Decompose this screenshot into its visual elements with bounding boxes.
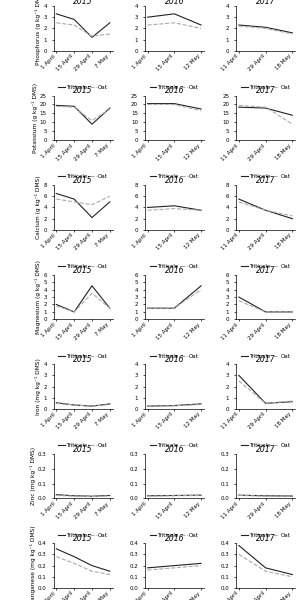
Legend: Triticale, Oat: Triticale, Oat <box>58 175 108 179</box>
Legend: Triticale, Oat: Triticale, Oat <box>150 353 199 359</box>
Legend: Triticale, Oat: Triticale, Oat <box>58 443 108 448</box>
Title: 2015: 2015 <box>73 266 93 275</box>
Y-axis label: Magnesium (g kg⁻¹ DMS): Magnesium (g kg⁻¹ DMS) <box>35 260 41 334</box>
Legend: Triticale, Oat: Triticale, Oat <box>58 264 108 269</box>
Legend: Triticale, Oat: Triticale, Oat <box>58 85 108 90</box>
Legend: Triticale, Oat: Triticale, Oat <box>241 175 290 179</box>
Title: 2015: 2015 <box>73 0 93 6</box>
Legend: Triticale, Oat: Triticale, Oat <box>150 533 199 538</box>
Legend: Triticale, Oat: Triticale, Oat <box>241 264 290 269</box>
Title: 2016: 2016 <box>164 86 184 95</box>
Legend: Triticale, Oat: Triticale, Oat <box>241 353 290 359</box>
Title: 2016: 2016 <box>164 445 184 454</box>
Legend: Triticale, Oat: Triticale, Oat <box>241 85 290 90</box>
Title: 2017: 2017 <box>256 0 275 6</box>
Legend: Triticale, Oat: Triticale, Oat <box>241 443 290 448</box>
Y-axis label: Calcium (g kg⁻¹ DMS): Calcium (g kg⁻¹ DMS) <box>35 176 41 239</box>
Y-axis label: Phosphorus (g kg⁻¹ DMS): Phosphorus (g kg⁻¹ DMS) <box>35 0 41 65</box>
Title: 2015: 2015 <box>73 86 93 95</box>
Y-axis label: Potassium (g kg⁻¹ DMS): Potassium (g kg⁻¹ DMS) <box>32 83 38 153</box>
Title: 2016: 2016 <box>164 266 184 275</box>
Legend: Triticale, Oat: Triticale, Oat <box>150 85 199 90</box>
Title: 2017: 2017 <box>256 176 275 185</box>
Title: 2017: 2017 <box>256 355 275 364</box>
Title: 2015: 2015 <box>73 534 93 543</box>
Legend: Triticale, Oat: Triticale, Oat <box>150 264 199 269</box>
Title: 2016: 2016 <box>164 534 184 543</box>
Legend: Triticale, Oat: Triticale, Oat <box>150 175 199 179</box>
Title: 2016: 2016 <box>164 176 184 185</box>
Y-axis label: Zinc (mg kg⁻¹ DMS): Zinc (mg kg⁻¹ DMS) <box>30 447 36 505</box>
Y-axis label: Manganese (mg kg⁻¹ DMS): Manganese (mg kg⁻¹ DMS) <box>30 526 36 600</box>
Legend: Triticale, Oat: Triticale, Oat <box>150 443 199 448</box>
Title: 2017: 2017 <box>256 445 275 454</box>
Title: 2015: 2015 <box>73 355 93 364</box>
Title: 2017: 2017 <box>256 534 275 543</box>
Title: 2016: 2016 <box>164 0 184 6</box>
Legend: Triticale, Oat: Triticale, Oat <box>58 353 108 359</box>
Legend: Triticale, Oat: Triticale, Oat <box>58 533 108 538</box>
Legend: Triticale, Oat: Triticale, Oat <box>241 533 290 538</box>
Title: 2015: 2015 <box>73 445 93 454</box>
Title: 2017: 2017 <box>256 86 275 95</box>
Title: 2015: 2015 <box>73 176 93 185</box>
Y-axis label: Iron (mg kg⁻¹ DMS): Iron (mg kg⁻¹ DMS) <box>35 358 41 415</box>
Title: 2016: 2016 <box>164 355 184 364</box>
Title: 2017: 2017 <box>256 266 275 275</box>
